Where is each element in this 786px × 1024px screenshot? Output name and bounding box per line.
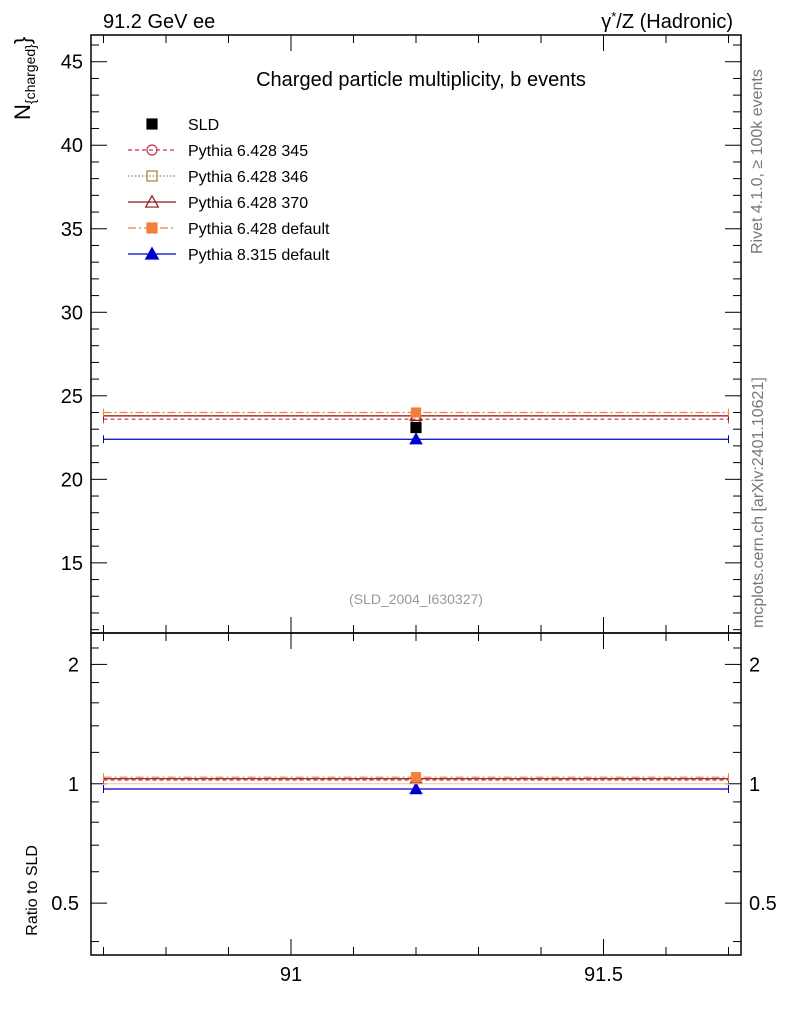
header-right: γ*/Z (Hadronic) xyxy=(601,9,733,33)
ratio-y-tick-label-left: 0.5 xyxy=(51,893,79,915)
x-ticks: 91 91.5 xyxy=(103,35,729,986)
main-series xyxy=(103,407,729,445)
main-y-tick-label: 25 xyxy=(61,386,83,408)
x-tick-label: 91.5 xyxy=(584,964,623,986)
legend-label: Pythia 6.428 default xyxy=(188,221,330,238)
main-y-label-sub: {charged} xyxy=(22,44,38,104)
main-y-tick-label: 45 xyxy=(61,52,83,74)
ratio-y-label: Ratio to SLD xyxy=(24,845,41,936)
legend-marker xyxy=(146,222,158,234)
ratio-y-ticks: 0.5 0.5 1 1 2 2 xyxy=(51,647,777,943)
main-y-tick-label: 20 xyxy=(61,469,83,491)
legend: SLD Pythia 6.428 345 Pythia 6.428 346 Pythi… xyxy=(128,117,330,264)
ratio-series-marker xyxy=(410,772,422,783)
ratio-y-tick-label-right: 1 xyxy=(749,774,760,796)
chart-title: Charged particle multiplicity, b events xyxy=(256,69,586,91)
analysis-tag: (SLD_2004_I630327) xyxy=(349,591,483,607)
main-y-label: N{charged}} xyxy=(10,37,38,120)
main-y-ticks: 15 20 25 30 35 40 45 xyxy=(61,44,741,631)
x-tick-label: 91 xyxy=(280,964,302,986)
legend-marker xyxy=(146,118,158,130)
legend-marker xyxy=(146,144,158,156)
legend-label: Pythia 8.315 default xyxy=(188,247,330,264)
legend-label: Pythia 6.428 345 xyxy=(188,143,308,160)
mcplots-label: mcplots.cern.ch [arXiv:2401.10621] xyxy=(750,377,767,628)
main-series-marker xyxy=(409,432,423,445)
header-right-star: * xyxy=(611,9,616,24)
legend-label: Pythia 6.428 346 xyxy=(188,169,308,186)
main-data-marker xyxy=(410,421,422,434)
legend-label: SLD xyxy=(188,117,219,134)
main-y-tick-label: 35 xyxy=(61,219,83,241)
legend-marker xyxy=(144,246,160,260)
main-y-tick-label: 30 xyxy=(61,302,83,324)
header-right-gamma: γ xyxy=(601,11,611,33)
main-y-label-n: N xyxy=(10,104,35,120)
legend-label: Pythia 6.428 370 xyxy=(188,195,308,212)
ratio-y-tick-label-right: 2 xyxy=(749,654,760,676)
legend-marker xyxy=(146,170,158,182)
header-right-rest: /Z (Hadronic) xyxy=(616,11,733,33)
main-y-tick-label: 15 xyxy=(61,553,83,575)
ratio-y-tick-label-left: 2 xyxy=(68,654,79,676)
ratio-series xyxy=(103,771,729,795)
rivet-label: Rivet 4.1.0, ≥ 100k events xyxy=(749,69,766,254)
ratio-y-tick-label-left: 1 xyxy=(68,774,79,796)
ratio-series-marker xyxy=(409,782,423,795)
ratio-plot-frame xyxy=(90,632,742,956)
main-series-marker xyxy=(410,407,422,418)
main-y-label-brace: } xyxy=(10,37,35,44)
header-left: 91.2 GeV ee xyxy=(103,11,215,33)
main-y-tick-label: 40 xyxy=(61,135,83,157)
ratio-y-tick-label-right: 0.5 xyxy=(749,893,777,915)
legend-marker xyxy=(144,194,160,208)
